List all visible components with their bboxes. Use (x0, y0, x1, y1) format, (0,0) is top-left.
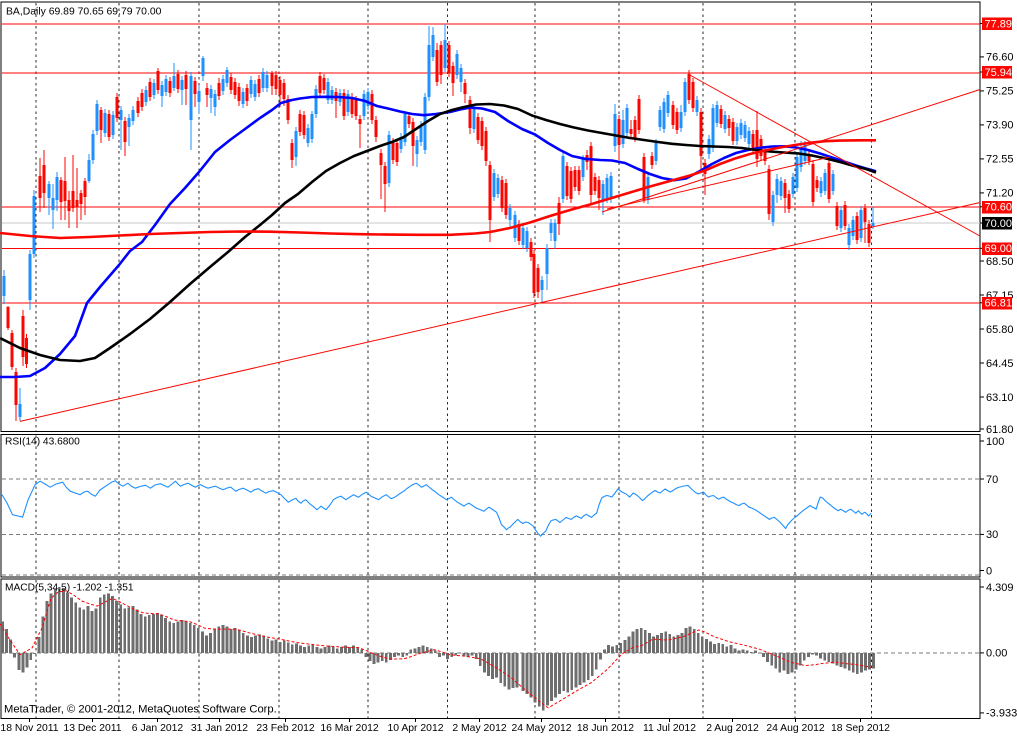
svg-text:71.20: 71.20 (986, 188, 1014, 200)
svg-text:13 Dec 2011: 13 Dec 2011 (63, 723, 121, 734)
svg-text:75.94: 75.94 (985, 67, 1013, 79)
svg-text:31 Jan 2012: 31 Jan 2012 (191, 723, 248, 734)
svg-text:64.45: 64.45 (986, 358, 1014, 370)
svg-text:0.00: 0.00 (986, 648, 1007, 660)
svg-text:72.55: 72.55 (986, 154, 1014, 166)
svg-text:2 Aug 2012: 2 Aug 2012 (706, 723, 759, 734)
svg-text:61.80: 61.80 (986, 424, 1014, 436)
svg-text:24 May 2012: 24 May 2012 (511, 723, 571, 734)
svg-text:100: 100 (986, 436, 1004, 448)
svg-text:BA,Daily 69.89 70.65 69.79 70: BA,Daily 69.89 70.65 69.79 70.00 (6, 7, 162, 18)
svg-text:24 Aug 2012: 24 Aug 2012 (766, 723, 825, 734)
svg-text:10 Apr 2012: 10 Apr 2012 (387, 723, 443, 734)
svg-text:18 Jun 2012: 18 Jun 2012 (577, 723, 634, 734)
svg-text:68.50: 68.50 (986, 256, 1014, 268)
svg-text:16 Mar 2012: 16 Mar 2012 (320, 723, 379, 734)
svg-text:18 Sep 2012: 18 Sep 2012 (831, 723, 890, 734)
svg-text:11 Jul 2012: 11 Jul 2012 (643, 723, 696, 734)
svg-text:18 Nov 2011: 18 Nov 2011 (0, 723, 58, 734)
svg-text:0: 0 (986, 565, 992, 577)
svg-text:66.81: 66.81 (985, 298, 1013, 310)
svg-text:65.80: 65.80 (986, 324, 1014, 336)
svg-text:RSI(14) 43.6800: RSI(14) 43.6800 (5, 437, 80, 448)
svg-text:23 Feb 2012: 23 Feb 2012 (256, 723, 315, 734)
svg-text:30: 30 (986, 529, 998, 541)
svg-text:MACD(5,34,5) -1.202 -1.351: MACD(5,34,5) -1.202 -1.351 (5, 583, 134, 594)
svg-text:-3.933: -3.933 (986, 708, 1017, 720)
svg-text:2 May 2012: 2 May 2012 (452, 723, 507, 734)
svg-text:75.25: 75.25 (986, 86, 1014, 98)
svg-text:63.10: 63.10 (986, 392, 1014, 404)
svg-text:70: 70 (986, 474, 998, 486)
svg-text:MetaTrader, © 2001-2012, MetaQ: MetaTrader, © 2001-2012, MetaQuotes Soft… (4, 704, 277, 716)
svg-text:69.00: 69.00 (985, 243, 1013, 255)
svg-text:70.60: 70.60 (985, 202, 1013, 214)
svg-text:6 Jan 2012: 6 Jan 2012 (132, 723, 184, 734)
svg-text:77.89: 77.89 (985, 18, 1013, 30)
svg-text:4.309: 4.309 (986, 582, 1014, 594)
svg-text:76.60: 76.60 (986, 52, 1014, 64)
svg-text:70.00: 70.00 (985, 218, 1013, 230)
svg-text:73.90: 73.90 (986, 120, 1014, 132)
